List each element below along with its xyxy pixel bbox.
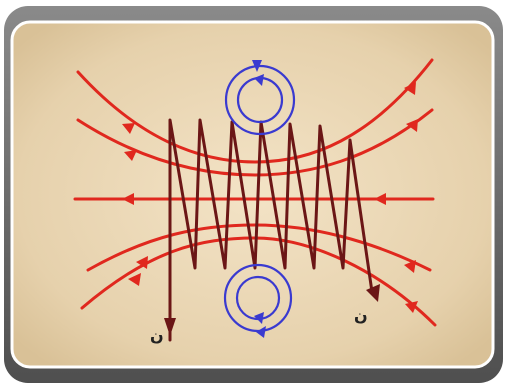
- label-right-end: ن: [354, 306, 368, 325]
- label-left-end: ن: [150, 326, 164, 345]
- arrow-center-right: [374, 193, 386, 205]
- top-loop-arrow-outer: [252, 60, 262, 72]
- top-loop-outer: [224, 64, 296, 136]
- lead-arrow-left: [164, 318, 176, 336]
- arrow-top-inner-left: [124, 150, 137, 161]
- arrow-bottom-outer-right: [405, 301, 418, 313]
- arrow-top-right: [404, 82, 416, 95]
- lead-arrow-right: [366, 284, 380, 302]
- field-line-top-inner: [76, 108, 434, 177]
- arrow-center-left: [122, 193, 134, 205]
- bottom-loop-arrow-outer: [256, 326, 266, 338]
- field-line-bottom-inner: [86, 223, 432, 272]
- coil-lead-arrows: [164, 284, 380, 336]
- arrow-top-inner-right: [406, 119, 418, 132]
- bottom-loop-arrow-inner: [254, 312, 264, 324]
- top-loop-arrow-inner: [254, 74, 264, 86]
- arrow-bottom-left: [136, 256, 148, 269]
- loop-arrows: [252, 60, 266, 338]
- field-arrows: [122, 82, 418, 313]
- field-line-top-outer: [76, 58, 434, 164]
- arrow-bottom-outer-left: [128, 273, 141, 286]
- arrow-top-left: [122, 123, 135, 134]
- arrow-bottom-right: [404, 260, 416, 273]
